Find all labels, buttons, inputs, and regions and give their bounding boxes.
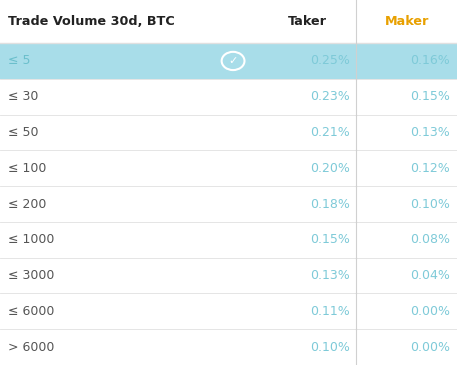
Text: ≤ 100: ≤ 100 xyxy=(8,162,47,175)
Text: ≤ 200: ≤ 200 xyxy=(8,197,47,211)
Text: 0.00%: 0.00% xyxy=(410,305,450,318)
Text: 0.18%: 0.18% xyxy=(310,197,350,211)
Text: 0.20%: 0.20% xyxy=(310,162,350,175)
Text: 0.00%: 0.00% xyxy=(410,341,450,354)
Text: ≤ 30: ≤ 30 xyxy=(8,90,38,103)
Text: > 6000: > 6000 xyxy=(8,341,54,354)
Text: 0.12%: 0.12% xyxy=(410,162,450,175)
Text: 0.15%: 0.15% xyxy=(310,233,350,246)
Text: 0.23%: 0.23% xyxy=(310,90,350,103)
Bar xyxy=(0,43,457,79)
Text: ≤ 3000: ≤ 3000 xyxy=(8,269,54,282)
Text: Trade Volume 30d, BTC: Trade Volume 30d, BTC xyxy=(8,15,175,28)
Text: 0.08%: 0.08% xyxy=(410,233,450,246)
Text: 0.10%: 0.10% xyxy=(410,197,450,211)
Text: 0.10%: 0.10% xyxy=(310,341,350,354)
Text: 0.15%: 0.15% xyxy=(410,90,450,103)
Text: 0.13%: 0.13% xyxy=(410,126,450,139)
Text: 0.11%: 0.11% xyxy=(310,305,350,318)
Text: Taker: Taker xyxy=(288,15,327,28)
Text: ≤ 50: ≤ 50 xyxy=(8,126,39,139)
Text: 0.25%: 0.25% xyxy=(310,54,350,68)
Text: 0.21%: 0.21% xyxy=(310,126,350,139)
Text: ≤ 5: ≤ 5 xyxy=(8,54,31,68)
Text: 0.16%: 0.16% xyxy=(410,54,450,68)
Text: ✓: ✓ xyxy=(228,56,238,66)
Text: 0.04%: 0.04% xyxy=(410,269,450,282)
Text: ≤ 6000: ≤ 6000 xyxy=(8,305,54,318)
Text: Maker: Maker xyxy=(384,15,429,28)
Text: ≤ 1000: ≤ 1000 xyxy=(8,233,54,246)
Text: 0.13%: 0.13% xyxy=(310,269,350,282)
